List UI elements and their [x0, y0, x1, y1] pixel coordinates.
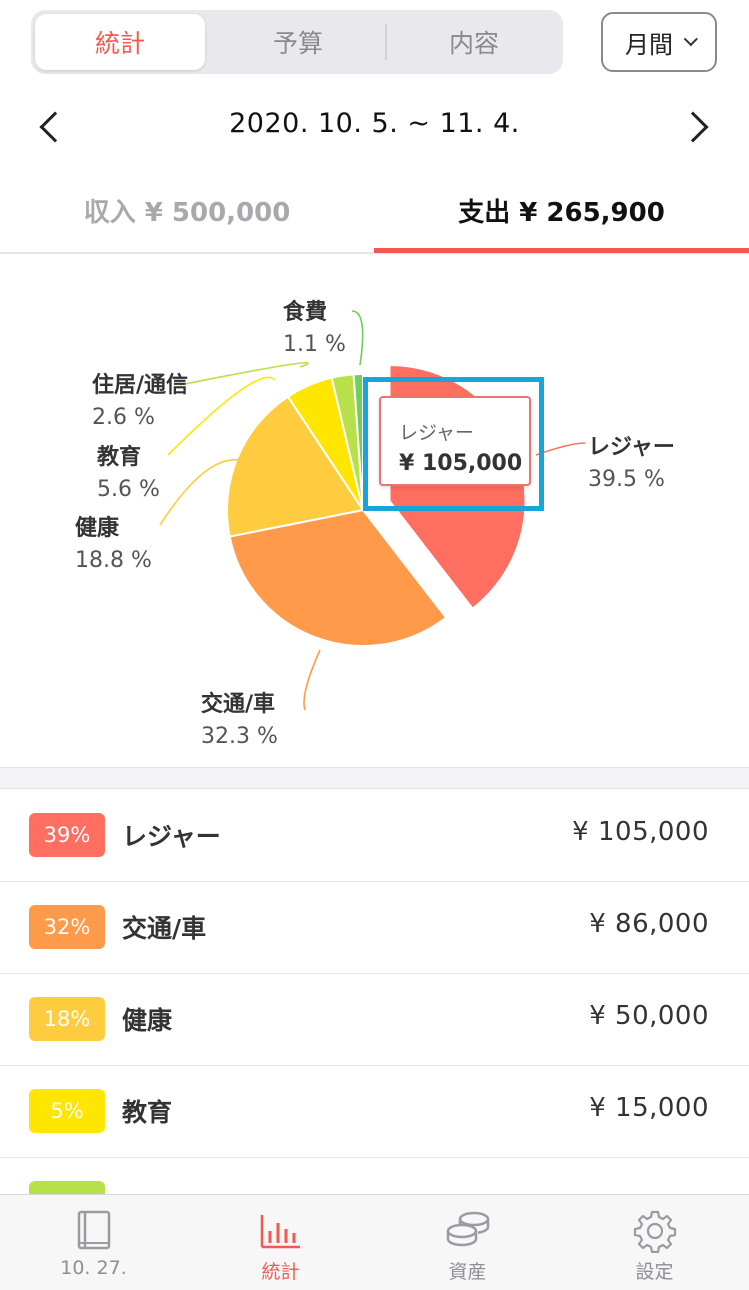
list-item[interactable]: 39% レジャー ¥ 105,000	[0, 790, 749, 882]
pie-slice[interactable]	[352, 372, 364, 511]
slice-name: 食費	[283, 300, 328, 325]
slice-name: レジャー	[588, 435, 675, 460]
slice-label-leisure: レジャー 39.5 %	[588, 432, 675, 496]
category-amount: ¥ 105,000	[572, 817, 709, 847]
list-item[interactable]: 5% 教育 ¥ 15,000	[0, 1066, 749, 1158]
slice-label-food: 食費 1.1 %	[283, 297, 346, 361]
pie-slice[interactable]	[228, 508, 448, 647]
next-period-button[interactable]	[677, 108, 716, 148]
category-name: 教育	[122, 1098, 173, 1127]
period-dropdown[interactable]: 月間	[601, 12, 717, 72]
tab-label: 資産	[448, 1261, 487, 1283]
chevron-right-icon	[677, 111, 709, 143]
category-name: 健康	[122, 1006, 173, 1035]
coins-icon	[446, 1211, 489, 1247]
slice-tooltip: レジャー ¥ 105,000	[379, 396, 531, 486]
period-label: 月間	[625, 30, 673, 59]
slice-percent: 5.6 %	[97, 477, 160, 502]
segment-divider	[385, 24, 387, 60]
tab-divider	[0, 252, 749, 254]
list-item[interactable]: 32% 交通/車 ¥ 86,000	[0, 882, 749, 974]
slice-percent: 2.6 %	[92, 405, 155, 430]
tab-daily[interactable]: 10. 27.	[0, 1195, 187, 1290]
percent-badge: 5%	[29, 1089, 105, 1133]
slice-label-education: 教育 5.6 %	[97, 442, 160, 506]
slice-label-housing: 住居/通信 2.6 %	[92, 370, 188, 434]
slice-label-transport: 交通/車 32.3 %	[201, 689, 278, 753]
section-separator	[0, 767, 749, 789]
date-range: 2020. 10. 5. ~ 11. 4.	[229, 108, 520, 139]
tab-settings[interactable]: 設定	[561, 1195, 748, 1290]
tab-statistics[interactable]: 統計	[187, 1195, 374, 1290]
gear-icon	[633, 1210, 676, 1253]
tab-label: 10. 27.	[60, 1257, 127, 1279]
leader-line	[351, 310, 364, 366]
bar-chart-icon	[260, 1215, 300, 1249]
percent-badge: 39%	[29, 813, 105, 857]
percent-badge: 18%	[29, 997, 105, 1041]
slice-name: 健康	[75, 516, 120, 541]
slice-name: 住居/通信	[92, 373, 189, 398]
category-list: 39% レジャー ¥ 105,000 32% 交通/車 ¥ 86,000 18%…	[0, 790, 749, 1250]
segment-budget[interactable]: 予算	[272, 29, 323, 58]
category-amount: ¥ 50,000	[589, 1001, 709, 1031]
tab-label: 統計	[261, 1261, 300, 1283]
category-name: レジャー	[122, 822, 221, 851]
tooltip-amount: ¥ 105,000	[399, 451, 523, 476]
tab-expense[interactable]: 支出 ¥ 265,900	[458, 197, 665, 228]
bottom-tab-bar: 10. 27. 統計 資産 設定	[0, 1194, 749, 1290]
segment-statistics[interactable]: 統計	[35, 14, 205, 70]
focus-highlight-box	[363, 377, 544, 511]
chevron-down-icon	[683, 32, 698, 47]
slice-percent: 32.3 %	[201, 724, 278, 749]
pie-slice[interactable]	[226, 395, 365, 538]
slice-label-health: 健康 18.8 %	[75, 513, 152, 577]
book-icon	[77, 1210, 110, 1250]
category-amount: ¥ 86,000	[589, 909, 709, 939]
list-item[interactable]: 18% 健康 ¥ 50,000	[0, 974, 749, 1066]
slice-name: 交通/車	[201, 692, 276, 717]
leader-line	[159, 458, 241, 526]
category-name: 交通/車	[122, 914, 207, 943]
expense-pie-chart: レジャー 39.5 % 交通/車 32.3 % 健康 18.8 % 教育 5.6…	[0, 255, 749, 767]
view-segmented-control: 統計 予算 内容	[31, 10, 563, 74]
leader-line	[167, 376, 276, 456]
slice-percent: 1.1 %	[283, 332, 346, 357]
tab-assets[interactable]: 資産	[374, 1195, 561, 1290]
tab-income[interactable]: 収入 ¥ 500,000	[83, 197, 291, 228]
slice-percent: 39.5 %	[588, 467, 665, 492]
tooltip-category: レジャー	[399, 422, 475, 444]
pie-chart-svg	[159, 310, 586, 711]
percent-badge: 32%	[29, 905, 105, 949]
leader-line	[179, 361, 309, 386]
tab-label: 設定	[635, 1261, 674, 1283]
slice-percent: 18.8 %	[75, 548, 152, 573]
category-amount: ¥ 15,000	[589, 1093, 709, 1123]
leader-line	[303, 649, 321, 711]
slice-name: 教育	[97, 445, 142, 470]
segment-contents[interactable]: 内容	[448, 29, 499, 58]
active-tab-indicator	[374, 248, 749, 253]
